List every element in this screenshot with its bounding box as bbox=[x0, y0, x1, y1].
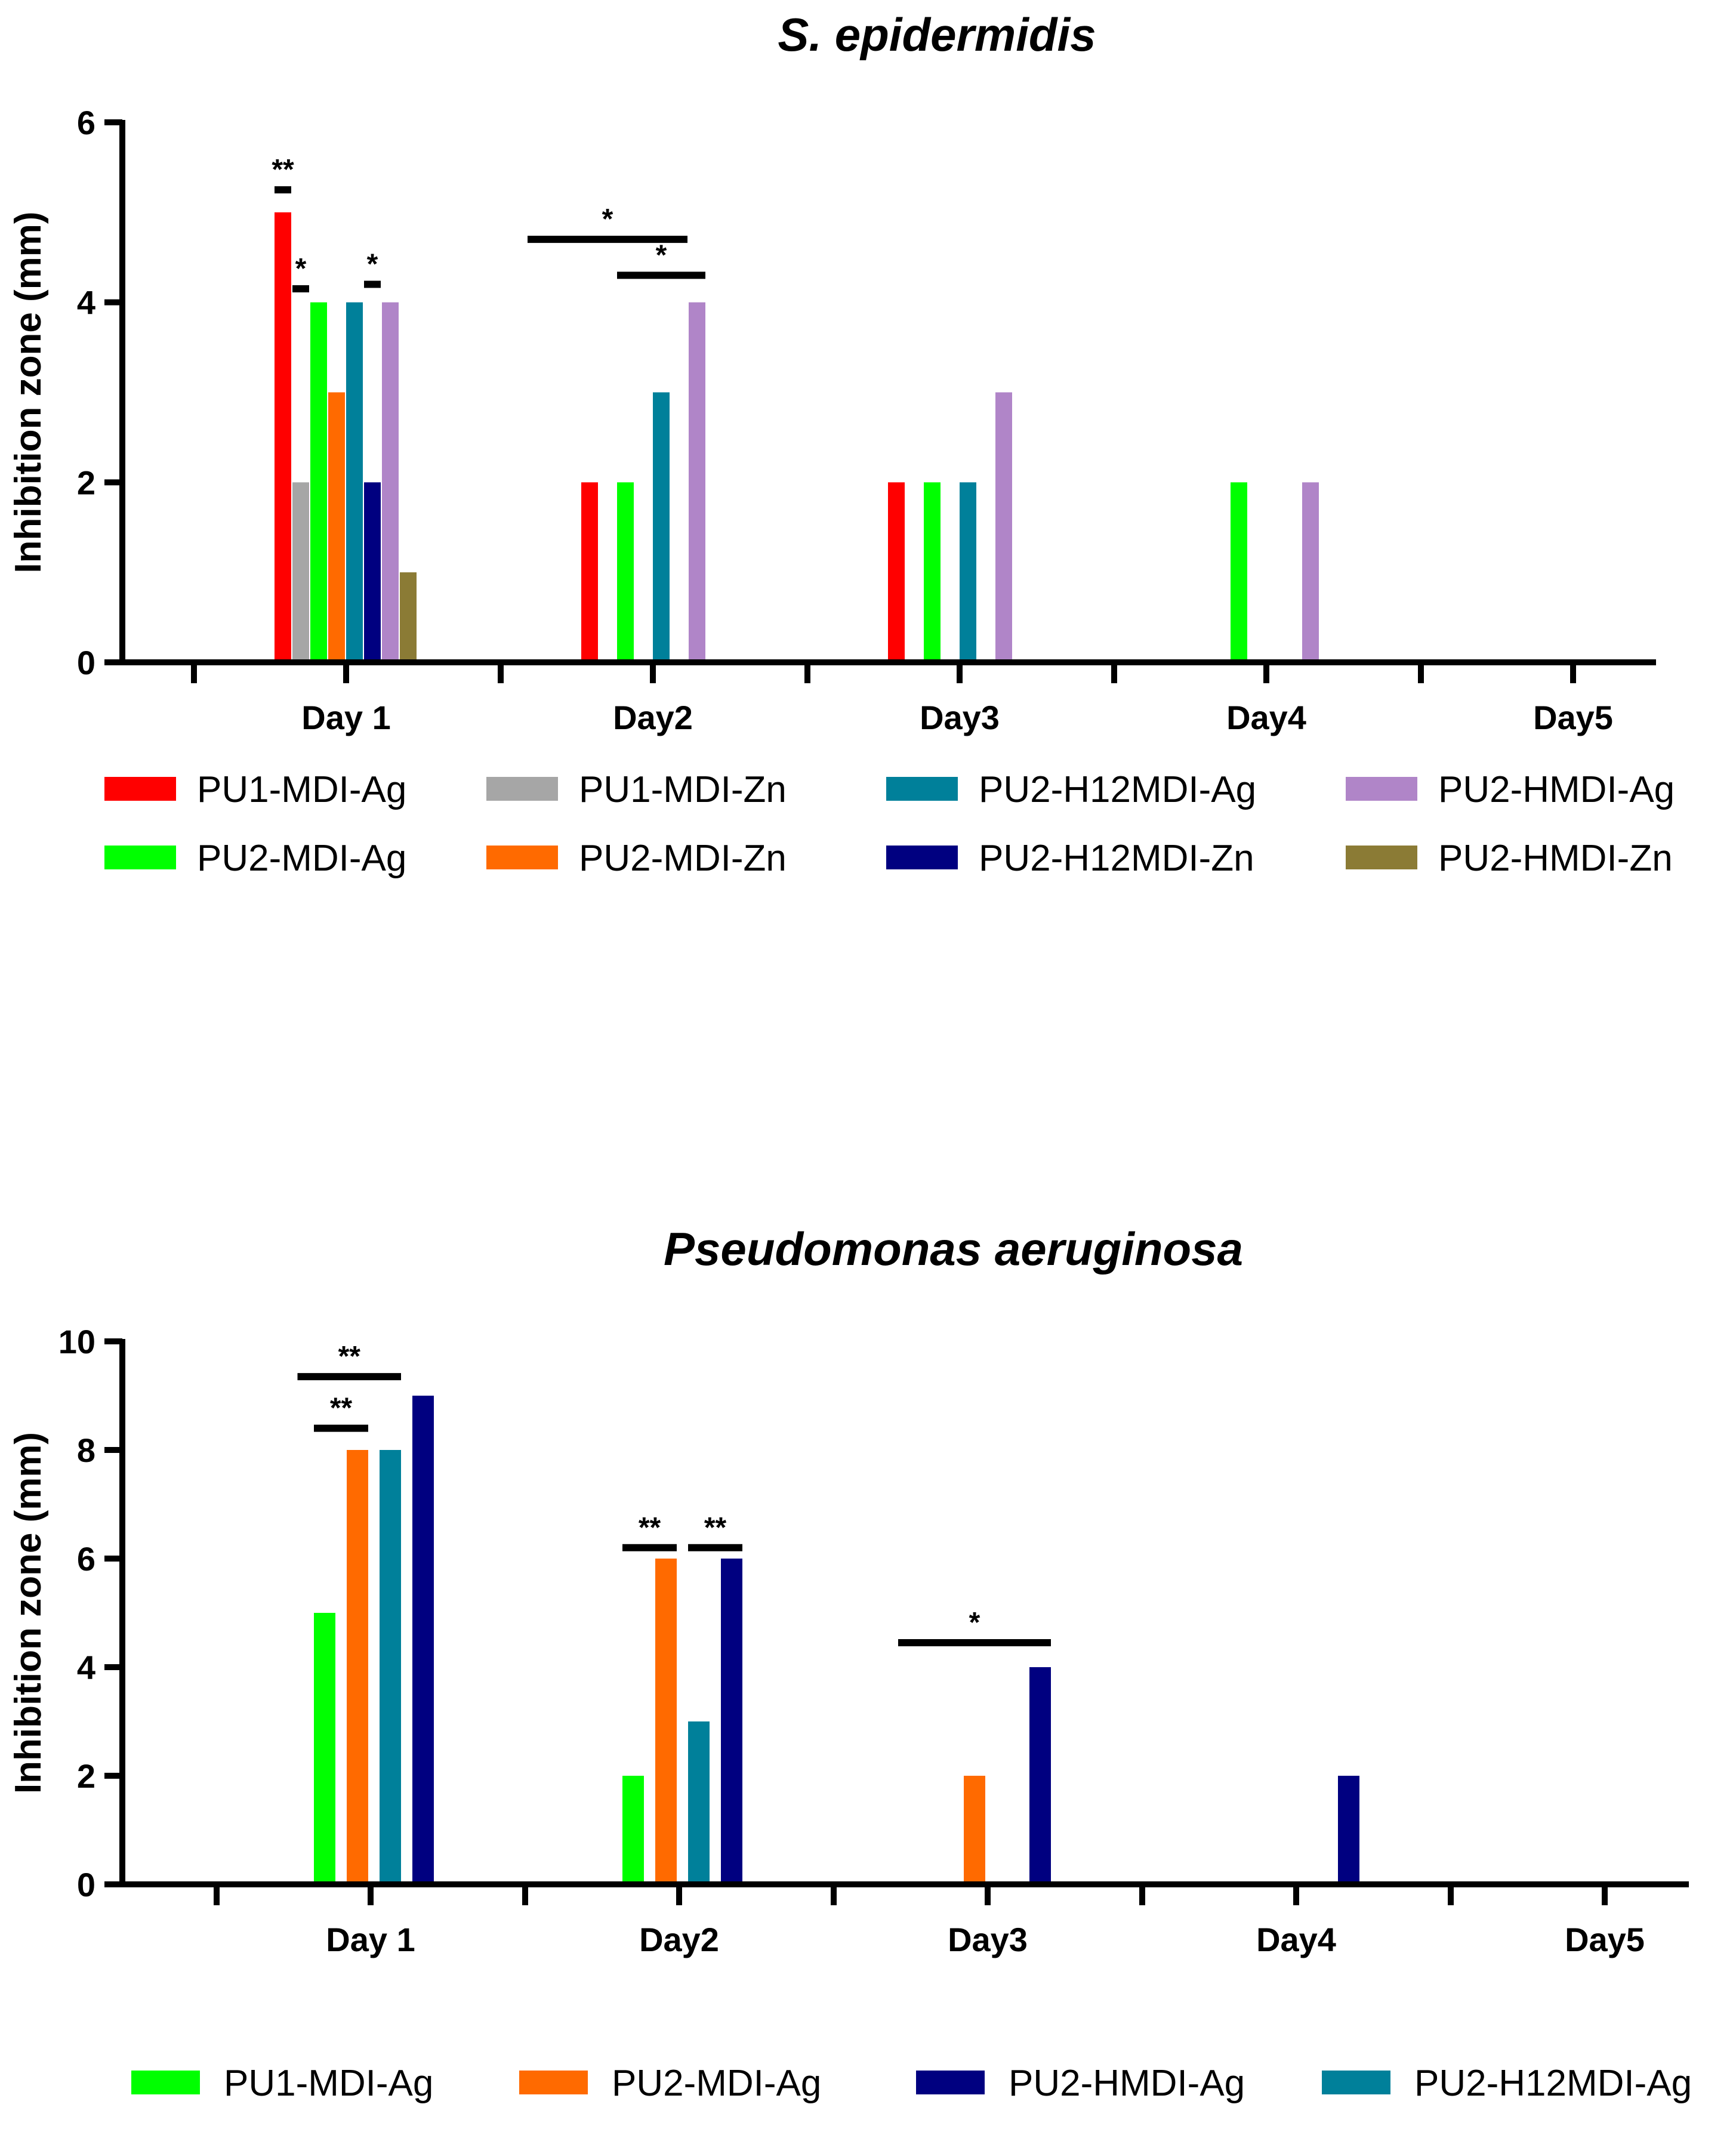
x-tick-label: Day3 bbox=[920, 699, 1000, 736]
x-tick-label: Day2 bbox=[613, 699, 693, 736]
bar bbox=[1231, 482, 1247, 662]
legend-entry-label: PU1-MDI-Ag bbox=[224, 2063, 433, 2104]
bar bbox=[347, 1450, 368, 1884]
legend-swatch bbox=[886, 846, 958, 869]
bar bbox=[382, 302, 399, 663]
bar bbox=[292, 482, 309, 662]
y-tick-label: 6 bbox=[77, 1540, 95, 1578]
y-axis-label: Inhibition zone (mm) bbox=[8, 1432, 49, 1794]
legend-swatch bbox=[886, 777, 958, 801]
legend: PU1-MDI-Ag PU2-MDI-Ag PU2-HMDI-Ag PU2-H12MD… bbox=[131, 2063, 1692, 2104]
legend-entry-label: PU2-H12MDI-Ag bbox=[1414, 2063, 1692, 2104]
legend-swatch bbox=[916, 2071, 985, 2094]
x-tick-label: Day2 bbox=[639, 1921, 719, 1958]
legend-swatch bbox=[104, 777, 176, 801]
bar bbox=[275, 212, 291, 662]
bar bbox=[617, 482, 634, 662]
legend-entry-label: PU1-MDI-Ag bbox=[197, 769, 406, 810]
bar bbox=[964, 1776, 985, 1884]
significance-label: ** bbox=[704, 1512, 727, 1544]
bar bbox=[328, 392, 345, 662]
y-tick-label: 4 bbox=[77, 1649, 95, 1686]
legend-entry-label: PU2-H12MDI-Ag bbox=[979, 769, 1256, 810]
x-tick-label: Day4 bbox=[1256, 1921, 1336, 1958]
significance-label: ** bbox=[330, 1393, 353, 1424]
significance-label: ** bbox=[338, 1341, 361, 1372]
significance-label: * bbox=[656, 239, 667, 271]
significance-label: * bbox=[367, 249, 378, 280]
bar bbox=[1302, 482, 1319, 662]
y-tick-label: 4 bbox=[77, 284, 95, 322]
legend-entry-label: PU2-MDI-Ag bbox=[197, 838, 406, 879]
bar bbox=[581, 482, 598, 662]
chart-s-epidermidis: S. epidermidis Inhibition zone (mm) 0 2 4 6 Da… bbox=[8, 8, 1675, 879]
bar bbox=[960, 482, 976, 662]
bar bbox=[653, 392, 670, 662]
legend-entry-label: PU2-HMDI-Ag bbox=[1009, 2063, 1245, 2104]
legend-entry-label: PU1-MDI-Zn bbox=[579, 769, 787, 810]
legend-swatch bbox=[519, 2071, 588, 2094]
legend-swatch bbox=[1346, 777, 1417, 801]
bar bbox=[364, 482, 381, 662]
bar bbox=[1029, 1667, 1051, 1884]
legend-swatch bbox=[1346, 846, 1417, 869]
x-tick-label: Day 1 bbox=[326, 1921, 415, 1958]
bar bbox=[995, 392, 1012, 662]
bar bbox=[655, 1559, 677, 1884]
bar bbox=[380, 1450, 401, 1884]
significance-label: ** bbox=[272, 154, 294, 186]
y-tick-label: 10 bbox=[58, 1323, 95, 1360]
bar bbox=[924, 482, 941, 662]
bar bbox=[721, 1559, 742, 1884]
x-tick-label: Day4 bbox=[1226, 699, 1306, 736]
y-tick-label: 0 bbox=[77, 644, 95, 681]
y-tick-label: 2 bbox=[77, 464, 95, 501]
significance-label: * bbox=[295, 253, 307, 285]
significance-label: * bbox=[602, 203, 613, 235]
bar bbox=[346, 302, 363, 663]
y-axis-label: Inhibition zone (mm) bbox=[8, 211, 49, 573]
legend-swatch bbox=[131, 2071, 200, 2094]
bar bbox=[314, 1613, 335, 1884]
bar bbox=[400, 572, 417, 662]
y-tick-label: 2 bbox=[77, 1757, 95, 1795]
legend-entry-label: PU2-HMDI-Zn bbox=[1438, 838, 1673, 879]
x-tick-label: Day 1 bbox=[301, 699, 390, 736]
bar bbox=[688, 1721, 710, 1884]
legend-entry-label: PU2-MDI-Ag bbox=[612, 2063, 821, 2104]
bar bbox=[622, 1776, 644, 1884]
y-tick-label: 6 bbox=[77, 104, 95, 141]
bar bbox=[888, 482, 905, 662]
y-tick-label: 8 bbox=[77, 1431, 95, 1469]
chart-pseudomonas-aeruginosa: Pseudomonas aeruginosa Inhibition zone (m… bbox=[8, 1223, 1692, 2104]
legend-swatch bbox=[486, 846, 558, 869]
chart-title: Pseudomonas aeruginosa bbox=[664, 1223, 1243, 1275]
legend-entry-label: PU2-H12MDI-Zn bbox=[979, 838, 1254, 879]
bar bbox=[1338, 1776, 1359, 1884]
significance-label: * bbox=[969, 1607, 980, 1639]
x-tick-label: Day3 bbox=[948, 1921, 1028, 1958]
bar bbox=[310, 302, 327, 663]
x-tick-label: Day5 bbox=[1565, 1921, 1645, 1958]
legend-swatch bbox=[486, 777, 558, 801]
chart-title: S. epidermidis bbox=[778, 8, 1096, 61]
x-tick-label: Day5 bbox=[1533, 699, 1613, 736]
legend-swatch bbox=[104, 846, 176, 869]
bar bbox=[689, 302, 705, 663]
legend-swatch bbox=[1322, 2071, 1390, 2094]
bar bbox=[412, 1396, 434, 1884]
y-tick-label: 0 bbox=[77, 1866, 95, 1903]
legend-entry-label: PU2-HMDI-Ag bbox=[1438, 769, 1675, 810]
legend: PU1-MDI-Ag PU1-MDI-Zn PU2-H12MDI-Ag PU2-HMD… bbox=[104, 769, 1675, 879]
legend-entry-label: PU2-MDI-Zn bbox=[579, 838, 787, 879]
significance-label: ** bbox=[639, 1512, 661, 1544]
